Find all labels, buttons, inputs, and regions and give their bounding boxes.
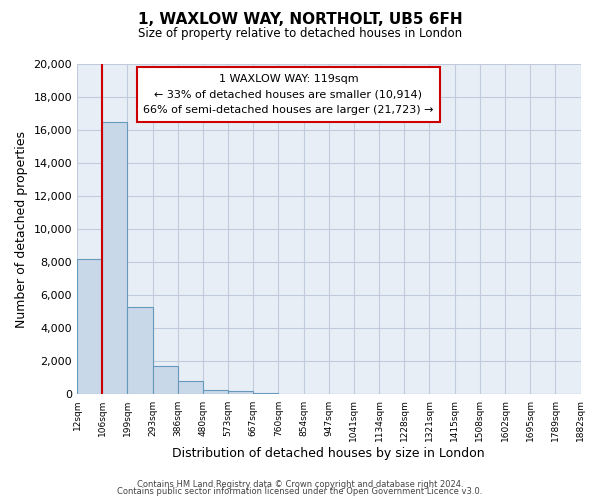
Bar <box>203 390 228 394</box>
Y-axis label: Number of detached properties: Number of detached properties <box>15 130 28 328</box>
X-axis label: Distribution of detached houses by size in London: Distribution of detached houses by size … <box>172 447 485 460</box>
Text: Contains public sector information licensed under the Open Government Licence v3: Contains public sector information licen… <box>118 487 482 496</box>
Text: 1 WAXLOW WAY: 119sqm
← 33% of detached houses are smaller (10,914)
66% of semi-d: 1 WAXLOW WAY: 119sqm ← 33% of detached h… <box>143 74 434 115</box>
Bar <box>178 381 203 394</box>
Text: Contains HM Land Registry data © Crown copyright and database right 2024.: Contains HM Land Registry data © Crown c… <box>137 480 463 489</box>
Text: 1, WAXLOW WAY, NORTHOLT, UB5 6FH: 1, WAXLOW WAY, NORTHOLT, UB5 6FH <box>137 12 463 28</box>
Bar <box>127 307 152 394</box>
Bar <box>253 393 278 394</box>
Bar <box>77 259 102 394</box>
Text: Size of property relative to detached houses in London: Size of property relative to detached ho… <box>138 28 462 40</box>
Bar <box>102 122 127 394</box>
Bar <box>228 392 253 394</box>
Bar <box>152 366 178 394</box>
